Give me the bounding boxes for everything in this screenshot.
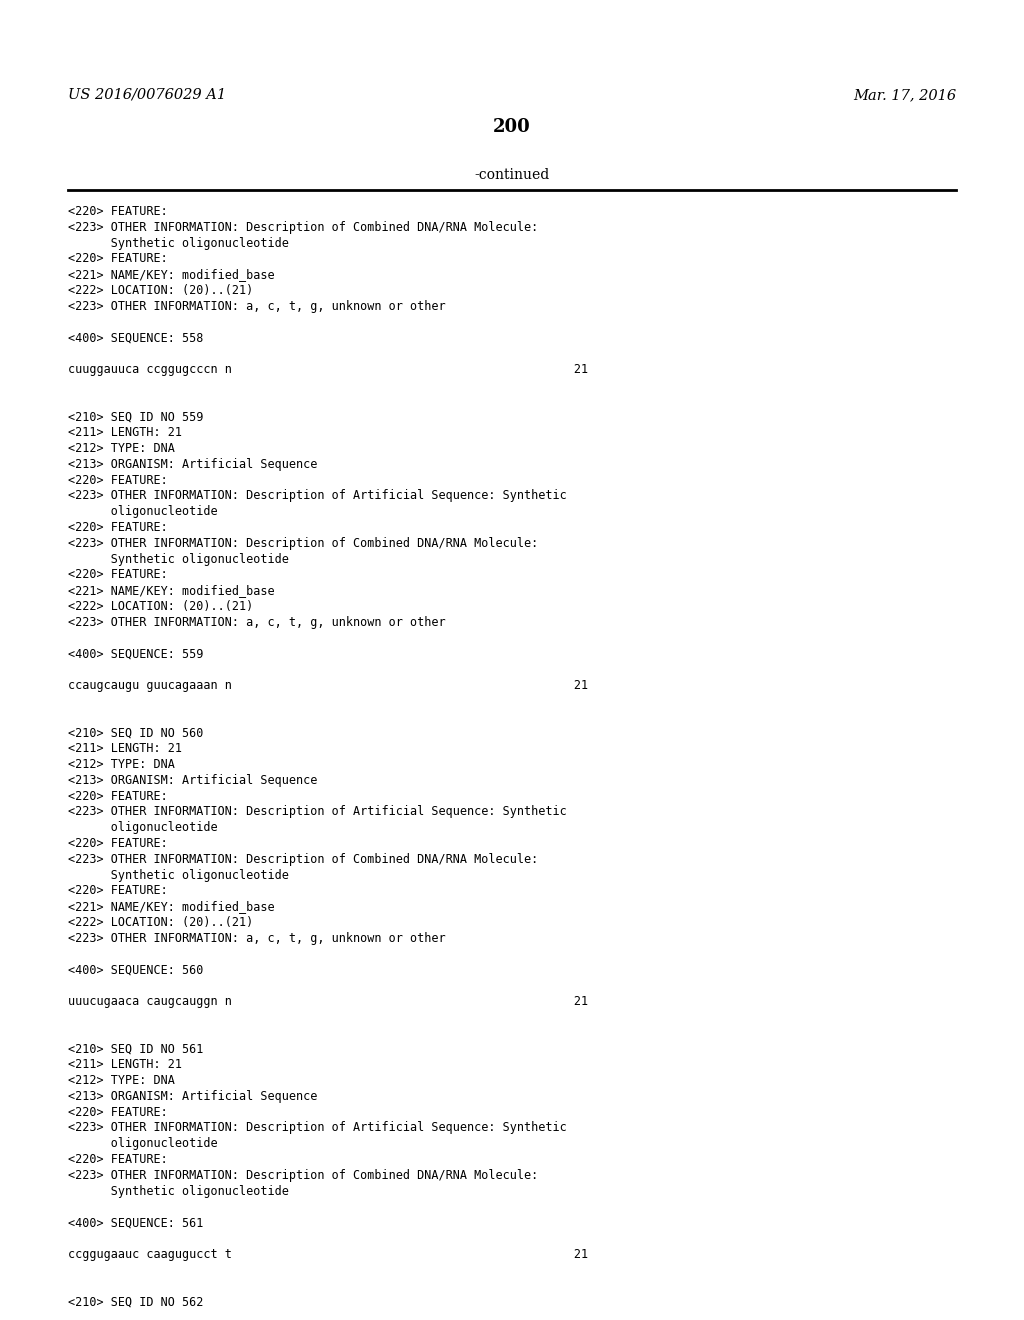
Text: Mar. 17, 2016: Mar. 17, 2016 [853, 88, 956, 102]
Text: <210> SEQ ID NO 560: <210> SEQ ID NO 560 [68, 726, 204, 739]
Text: <220> FEATURE:: <220> FEATURE: [68, 521, 168, 535]
Text: US 2016/0076029 A1: US 2016/0076029 A1 [68, 88, 226, 102]
Text: <220> FEATURE:: <220> FEATURE: [68, 569, 168, 581]
Text: <213> ORGANISM: Artificial Sequence: <213> ORGANISM: Artificial Sequence [68, 774, 317, 787]
Text: <223> OTHER INFORMATION: Description of Artificial Sequence: Synthetic: <223> OTHER INFORMATION: Description of … [68, 1122, 566, 1134]
Text: <220> FEATURE:: <220> FEATURE: [68, 474, 168, 487]
Text: uuucugaaca caugcauggn n                                                21: uuucugaaca caugcauggn n 21 [68, 995, 588, 1008]
Text: <400> SEQUENCE: 558: <400> SEQUENCE: 558 [68, 331, 204, 345]
Text: oligonucleotide: oligonucleotide [68, 1138, 218, 1150]
Text: cuuggauuca ccggugcccn n                                                21: cuuggauuca ccggugcccn n 21 [68, 363, 588, 376]
Text: <223> OTHER INFORMATION: Description of Combined DNA/RNA Molecule:: <223> OTHER INFORMATION: Description of … [68, 220, 539, 234]
Text: <223> OTHER INFORMATION: Description of Combined DNA/RNA Molecule:: <223> OTHER INFORMATION: Description of … [68, 1168, 539, 1181]
Text: <400> SEQUENCE: 559: <400> SEQUENCE: 559 [68, 647, 204, 660]
Text: ccaugcaugu guucagaaan n                                                21: ccaugcaugu guucagaaan n 21 [68, 678, 588, 692]
Text: <210> SEQ ID NO 561: <210> SEQ ID NO 561 [68, 1043, 204, 1056]
Text: <400> SEQUENCE: 560: <400> SEQUENCE: 560 [68, 964, 204, 977]
Text: oligonucleotide: oligonucleotide [68, 506, 218, 519]
Text: -continued: -continued [474, 168, 550, 182]
Text: <213> ORGANISM: Artificial Sequence: <213> ORGANISM: Artificial Sequence [68, 1090, 317, 1102]
Text: <223> OTHER INFORMATION: a, c, t, g, unknown or other: <223> OTHER INFORMATION: a, c, t, g, unk… [68, 616, 445, 628]
Text: <221> NAME/KEY: modified_base: <221> NAME/KEY: modified_base [68, 268, 274, 281]
Text: <220> FEATURE:: <220> FEATURE: [68, 1152, 168, 1166]
Text: <211> LENGTH: 21: <211> LENGTH: 21 [68, 426, 182, 440]
Text: <220> FEATURE:: <220> FEATURE: [68, 789, 168, 803]
Text: <222> LOCATION: (20)..(21): <222> LOCATION: (20)..(21) [68, 284, 253, 297]
Text: <213> ORGANISM: Artificial Sequence: <213> ORGANISM: Artificial Sequence [68, 458, 317, 471]
Text: <222> LOCATION: (20)..(21): <222> LOCATION: (20)..(21) [68, 916, 253, 929]
Text: <212> TYPE: DNA: <212> TYPE: DNA [68, 758, 175, 771]
Text: <221> NAME/KEY: modified_base: <221> NAME/KEY: modified_base [68, 900, 274, 913]
Text: <223> OTHER INFORMATION: a, c, t, g, unknown or other: <223> OTHER INFORMATION: a, c, t, g, unk… [68, 300, 445, 313]
Text: <220> FEATURE:: <220> FEATURE: [68, 1106, 168, 1118]
Text: <223> OTHER INFORMATION: a, c, t, g, unknown or other: <223> OTHER INFORMATION: a, c, t, g, unk… [68, 932, 445, 945]
Text: <223> OTHER INFORMATION: Description of Artificial Sequence: Synthetic: <223> OTHER INFORMATION: Description of … [68, 805, 566, 818]
Text: Synthetic oligonucleotide: Synthetic oligonucleotide [68, 869, 289, 882]
Text: <223> OTHER INFORMATION: Description of Combined DNA/RNA Molecule:: <223> OTHER INFORMATION: Description of … [68, 537, 539, 550]
Text: <223> OTHER INFORMATION: Description of Artificial Sequence: Synthetic: <223> OTHER INFORMATION: Description of … [68, 490, 566, 503]
Text: <223> OTHER INFORMATION: Description of Combined DNA/RNA Molecule:: <223> OTHER INFORMATION: Description of … [68, 853, 539, 866]
Text: <212> TYPE: DNA: <212> TYPE: DNA [68, 442, 175, 455]
Text: <210> SEQ ID NO 559: <210> SEQ ID NO 559 [68, 411, 204, 424]
Text: <211> LENGTH: 21: <211> LENGTH: 21 [68, 1059, 182, 1072]
Text: <211> LENGTH: 21: <211> LENGTH: 21 [68, 742, 182, 755]
Text: <220> FEATURE:: <220> FEATURE: [68, 837, 168, 850]
Text: Synthetic oligonucleotide: Synthetic oligonucleotide [68, 553, 289, 565]
Text: oligonucleotide: oligonucleotide [68, 821, 218, 834]
Text: ccggugaauc caagugucct t                                                21: ccggugaauc caagugucct t 21 [68, 1247, 588, 1261]
Text: <220> FEATURE:: <220> FEATURE: [68, 252, 168, 265]
Text: 200: 200 [494, 117, 530, 136]
Text: <220> FEATURE:: <220> FEATURE: [68, 205, 168, 218]
Text: <210> SEQ ID NO 562: <210> SEQ ID NO 562 [68, 1295, 204, 1308]
Text: <222> LOCATION: (20)..(21): <222> LOCATION: (20)..(21) [68, 601, 253, 612]
Text: Synthetic oligonucleotide: Synthetic oligonucleotide [68, 1184, 289, 1197]
Text: <221> NAME/KEY: modified_base: <221> NAME/KEY: modified_base [68, 585, 274, 597]
Text: <212> TYPE: DNA: <212> TYPE: DNA [68, 1074, 175, 1086]
Text: <220> FEATURE:: <220> FEATURE: [68, 884, 168, 898]
Text: Synthetic oligonucleotide: Synthetic oligonucleotide [68, 236, 289, 249]
Text: <400> SEQUENCE: 561: <400> SEQUENCE: 561 [68, 1216, 204, 1229]
